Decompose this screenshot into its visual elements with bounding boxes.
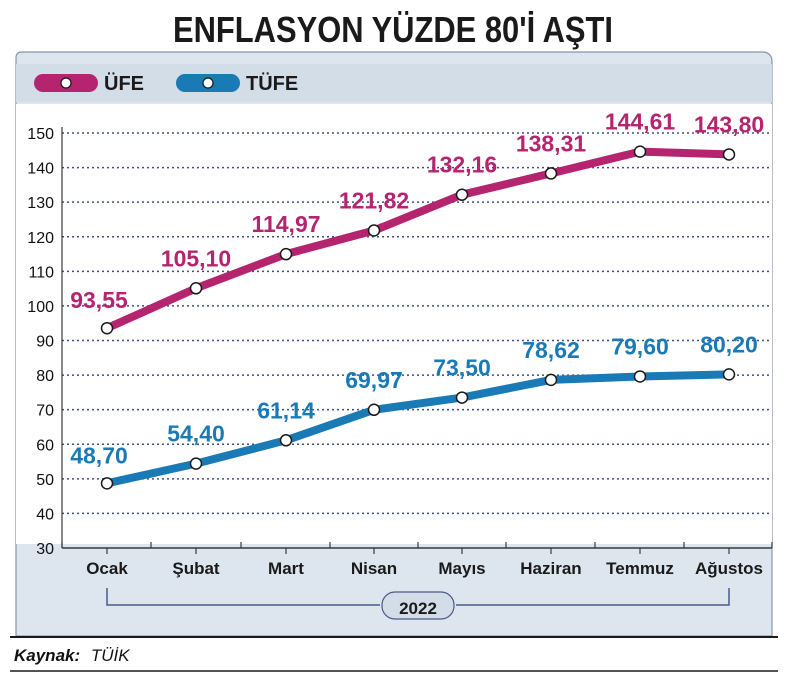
source-label: Kaynak: (14, 646, 80, 665)
y-tick-label: 60 (36, 437, 54, 454)
data-point (633, 145, 647, 158)
series-line-0 (103, 147, 733, 333)
legend: ÜFE TÜFE (34, 72, 298, 95)
data-label: 143,80 (694, 111, 764, 137)
data-point (367, 403, 381, 417)
data-label: 79,60 (611, 333, 669, 359)
legend-marker (202, 77, 214, 89)
axis-layer: Ocak Şubat Mart Nisan Mayıs Haziran Temmuz Ağus… (61, 542, 773, 620)
legend-marker (60, 77, 72, 89)
data-label: 144,61 (605, 109, 676, 135)
data-point (455, 391, 469, 404)
year-badge (381, 591, 455, 620)
y-tick-label: 70 (36, 403, 54, 420)
x-tick-label: Nisan (351, 559, 397, 578)
y-tick-label: 110 (28, 264, 54, 281)
y-tick-label: 50 (36, 472, 54, 489)
data-label: 69,97 (345, 367, 403, 393)
data-label: 78,62 (522, 337, 580, 363)
data-point (722, 148, 736, 161)
data-point (189, 457, 203, 470)
data-label: 80,20 (700, 331, 758, 357)
chart-title: ENFLASYON YÜZDE 80'İ AŞTI (173, 9, 613, 50)
data-label: 105,10 (161, 245, 231, 271)
x-tick-label: Mayıs (438, 559, 485, 578)
legend-label: TÜFE (246, 72, 298, 95)
data-point (455, 188, 469, 201)
y-tick-label: 40 (36, 506, 54, 523)
y-tick-label: 130 (27, 195, 54, 212)
data-label: 54,40 (167, 421, 225, 447)
x-tick-label: Ağustos (695, 559, 763, 578)
year-bracket-left (106, 588, 380, 606)
legend-label: ÜFE (104, 72, 144, 95)
data-label: 48,70 (70, 442, 128, 468)
series-line-1 (103, 370, 733, 488)
x-tick-label: Haziran (520, 559, 581, 578)
y-tick-label: 120 (27, 230, 54, 247)
year-label: 2022 (399, 599, 437, 618)
data-point (100, 477, 114, 490)
y-tick-label: 90 (36, 334, 54, 351)
x-tick-label: Ocak (86, 559, 128, 578)
data-point (544, 167, 558, 180)
y-tick-label: 100 (27, 299, 54, 316)
data-label: 114,97 (251, 211, 320, 237)
series-layer: 93,55 105,10 114,97 121,82 132,16 138,31 144,6… (70, 109, 764, 490)
y-tick-label: 150 (27, 126, 54, 143)
data-label: 138,31 (516, 130, 587, 156)
data-label: 132,16 (427, 152, 497, 178)
y-tick-label: 140 (27, 161, 54, 178)
data-point (100, 321, 114, 335)
data-point (279, 434, 293, 447)
source-value: TÜİK (91, 646, 130, 665)
x-tick-label: Mart (268, 559, 304, 578)
data-point (367, 224, 381, 237)
data-point (279, 247, 293, 261)
x-tick-label: Temmuz (606, 559, 674, 578)
data-label: 93,55 (70, 287, 128, 313)
y-tick-label: 30 (36, 541, 54, 558)
plot-area (16, 104, 772, 544)
year-bracket-right (456, 588, 730, 606)
data-label: 61,14 (257, 397, 315, 423)
y-tick-label: 80 (36, 368, 54, 385)
data-label: 73,50 (433, 355, 491, 381)
data-point (633, 370, 647, 383)
data-point (189, 282, 203, 295)
data-point (722, 368, 736, 381)
source-text: Kaynak: TÜİK (14, 646, 130, 665)
legend-strip (16, 64, 772, 102)
data-label: 121,82 (339, 187, 409, 213)
x-tick-label: Şubat (172, 559, 220, 578)
data-point (544, 373, 558, 387)
